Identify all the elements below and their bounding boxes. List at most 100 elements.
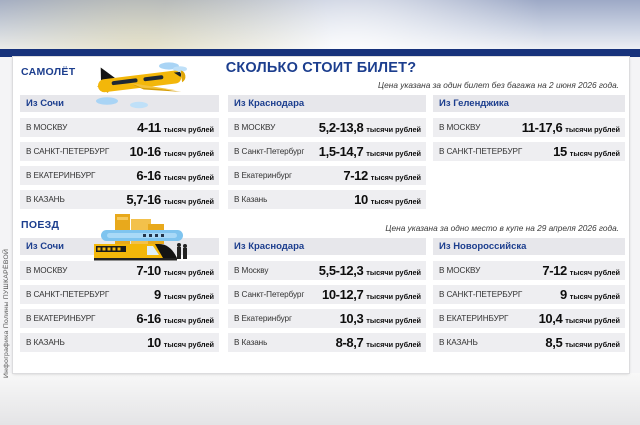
infographic-card: СКОЛЬКО СТОИТ БИЛЕТ? САМОЛЁТ Цена указан… <box>13 57 629 373</box>
price-number: 15 <box>553 143 567 159</box>
destination-label: В Екатеринбург <box>234 171 292 180</box>
price-row: В Екатеринбург 7-12 тысяч рублей <box>228 166 426 185</box>
price-row: В ЕКАТЕРИНБУРГ 6-16 тысяч рублей <box>20 166 219 185</box>
destination-label: В Санкт-Петербург <box>234 290 305 299</box>
price-value: 8,5 тысячи рублей <box>545 334 620 352</box>
destination-label: В Москву <box>234 266 269 275</box>
destination-label: В МОСКВУ <box>26 266 68 275</box>
price-row: В МОСКВУ 7-10 тысяч рублей <box>20 261 219 280</box>
price-value: 11-17,6 тысячи рублей <box>522 119 620 137</box>
price-value: 7-12 тысяч рублей <box>542 262 620 280</box>
price-value: 10,3 тысячи рублей <box>340 310 421 328</box>
price-unit: тысячи рублей <box>366 267 421 277</box>
price-number: 8,5 <box>545 334 563 350</box>
price-value: 10 тысяч рублей <box>147 334 214 352</box>
origin-header: Из Сочи <box>20 95 219 112</box>
price-number: 7-12 <box>343 167 368 183</box>
price-value: 9 тысяч рублей <box>560 286 620 304</box>
price-unit: тысячи рублей <box>366 315 421 325</box>
price-number: 9 <box>559 286 567 302</box>
price-number: 1,5-14,7 <box>318 143 364 159</box>
price-number: 10 <box>147 334 161 350</box>
destination-label: В САНКТ-ПЕТЕРБУРГ <box>26 290 110 299</box>
airplane-icon <box>96 62 187 109</box>
destination-label: В Санкт-Петербург <box>234 147 305 156</box>
price-value: 4-11 тысяч рублей <box>137 119 214 137</box>
price-unit: тысяч рублей <box>569 267 620 277</box>
price-value: 7-10 тысяч рублей <box>136 262 214 280</box>
price-number: 7-10 <box>136 262 161 278</box>
price-value: 9 тысяч рублей <box>154 286 214 304</box>
origin-header: Из Геленджика <box>433 95 625 112</box>
price-unit: тысячи рублей <box>366 339 421 349</box>
price-row: В КАЗАНЬ 8,5 тысячи рублей <box>433 333 625 352</box>
destination-label: В САНКТ-ПЕТЕРБУРГ <box>439 290 523 299</box>
price-number: 4-11 <box>137 119 161 135</box>
train-icon <box>94 214 187 261</box>
price-note-train: Цена указана за одно место в купе на 29 … <box>385 223 619 233</box>
price-unit: тысяч рублей <box>163 267 214 277</box>
price-unit: тысяч рублей <box>163 124 214 134</box>
origin-column: Из Геленджика В МОСКВУ 11-17,6 тысячи рубле… <box>433 95 625 166</box>
footer-background <box>0 373 640 425</box>
destination-label: В ЕКАТЕРИНБУРГ <box>26 171 96 180</box>
price-row: В САНКТ-ПЕТЕРБУРГ 10-16 тысяч рублей <box>20 142 219 161</box>
price-value: 5,7-16 тысяч рублей <box>126 191 214 209</box>
price-unit: тысячи рублей <box>565 124 620 134</box>
origin-column: Из Краснодара В Москву 5,5-12,3 тысячи рубл… <box>228 238 426 357</box>
price-row: В КАЗАНЬ 5,7-16 тысяч рублей <box>20 190 219 209</box>
origin-column: Из Краснодара В МОСКВУ 5,2-13,8 тысячи рубл… <box>228 95 426 214</box>
price-note-plane: Цена указана за один билет без багажа на… <box>377 80 619 90</box>
origin-column: Из Сочи В МОСКВУ 4-11 тысяч рублей В САНКТ-П… <box>20 95 219 214</box>
price-unit: тысяч рублей <box>163 315 214 325</box>
price-number: 11-17,6 <box>521 119 563 135</box>
price-unit: тысячи рублей <box>366 148 421 158</box>
page-title: СКОЛЬКО СТОИТ БИЛЕТ? <box>225 60 417 76</box>
price-row: В МОСКВУ 4-11 тысяч рублей <box>20 118 219 137</box>
destination-label: В МОСКВУ <box>439 123 481 132</box>
price-row: В ЕКАТЕРИНБУРГ 6-16 тысяч рублей <box>20 309 219 328</box>
price-value: 7-12 тысяч рублей <box>343 167 421 185</box>
origin-header: Из Новороссийска <box>433 238 625 255</box>
destination-label: В САНКТ-ПЕТЕРБУРГ <box>439 147 523 156</box>
price-unit: тысячи рублей <box>366 291 421 301</box>
destination-label: В МОСКВУ <box>439 266 481 275</box>
price-unit: тысяч рублей <box>163 339 214 349</box>
price-row: В Санкт-Петербург 10-12,7 тысячи рублей <box>228 285 426 304</box>
destination-label: В Казань <box>234 195 268 204</box>
price-number: 10-12,7 <box>322 286 364 302</box>
price-unit: тысячи рублей <box>565 339 620 349</box>
price-value: 6-16 тысяч рублей <box>136 310 214 328</box>
price-unit: тысяч рублей <box>163 196 214 206</box>
origin-header: Из Краснодара <box>228 238 426 255</box>
price-number: 5,7-16 <box>126 191 161 207</box>
price-row: В САНКТ-ПЕТЕРБУРГ 9 тысяч рублей <box>20 285 219 304</box>
destination-label: В КАЗАНЬ <box>26 338 65 347</box>
price-row: В Казань 10 тысяч рублей <box>228 190 426 209</box>
price-row: В Москву 5,5-12,3 тысячи рублей <box>228 261 426 280</box>
divider-bar <box>0 49 640 57</box>
price-number: 5,5-12,3 <box>318 262 364 278</box>
price-row: В ЕКАТЕРИНБУРГ 10,4 тысячи рублей <box>433 309 625 328</box>
price-row: В МОСКВУ 7-12 тысяч рублей <box>433 261 625 280</box>
price-number: 6-16 <box>136 310 161 326</box>
destination-label: В Казань <box>234 338 268 347</box>
price-number: 8-8,7 <box>335 334 364 350</box>
price-row: В Санкт-Петербург 1,5-14,7 тысячи рублей <box>228 142 426 161</box>
origin-column: Из Сочи В МОСКВУ 7-10 тысяч рублей В САНКТ-П… <box>20 238 219 357</box>
price-value: 10,4 тысячи рублей <box>539 310 620 328</box>
price-row: В САНКТ-ПЕТЕРБУРГ 9 тысяч рублей <box>433 285 625 304</box>
price-unit: тысяч рублей <box>163 172 214 182</box>
destination-label: В МОСКВУ <box>234 123 276 132</box>
destination-label: В ЕКАТЕРИНБУРГ <box>26 314 96 323</box>
price-unit: тысяч рублей <box>163 291 214 301</box>
price-row: В МОСКВУ 5,2-13,8 тысячи рублей <box>228 118 426 137</box>
price-row: В КАЗАНЬ 10 тысяч рублей <box>20 333 219 352</box>
destination-label: В Екатеринбург <box>234 314 292 323</box>
price-number: 7-12 <box>542 262 567 278</box>
price-value: 15 тысяч рублей <box>553 143 620 161</box>
section-label-plane: САМОЛЁТ <box>21 66 76 78</box>
destination-label: В КАЗАНЬ <box>26 195 65 204</box>
price-number: 10-16 <box>129 143 162 159</box>
